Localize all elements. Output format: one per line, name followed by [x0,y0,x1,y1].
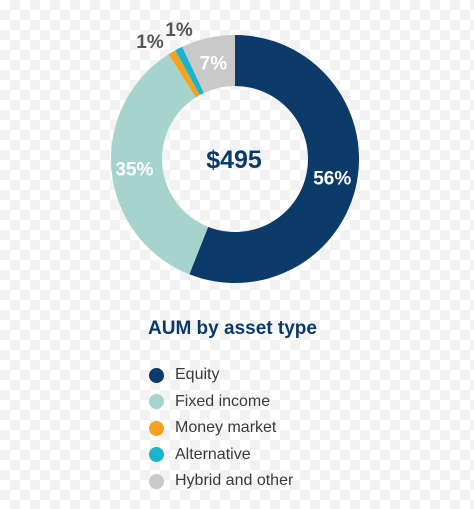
legend-label: Money market [175,419,277,437]
slice-hybrid-and-other [182,35,235,93]
slice-label-hybrid-and-other: 7% [200,53,228,74]
legend: Equity Fixed income Money market Alternativ… [149,362,293,495]
legend-label: Fixed income [175,392,271,410]
legend-label: Hybrid and other [175,472,294,490]
slice-money-market [168,50,200,98]
slice-label-equity: 56% [313,169,351,190]
legend-item-fixed-income: Fixed income [149,389,293,416]
slice-alternative [175,46,204,96]
legend-item-money-market: Money market [149,415,293,442]
legend-label: Alternative [175,445,251,463]
slice-labels: 56% 35% 1%1% 7% [115,20,351,190]
center-total-label: $495 [206,146,262,174]
legend-item-hybrid-and-other: Hybrid and other [149,468,293,495]
donut-slices [110,35,359,283]
legend-swatch [149,420,164,436]
slice-equity [189,35,359,283]
chart-title: AUM by asset type [148,318,317,339]
slice-fixed-income [110,54,209,275]
legend-label: Equity [175,366,220,384]
legend-swatch [149,394,164,410]
legend-item-alternative: Alternative [149,442,293,469]
slice-label-fixed-income: 35% [115,160,153,181]
legend-swatch [149,367,164,383]
legend-swatch [149,473,164,489]
legend-item-equity: Equity [149,362,293,389]
legend-swatch [149,447,164,463]
slice-label-money-market: 1% [136,32,164,53]
slice-label-alternative: 1% [165,20,193,41]
